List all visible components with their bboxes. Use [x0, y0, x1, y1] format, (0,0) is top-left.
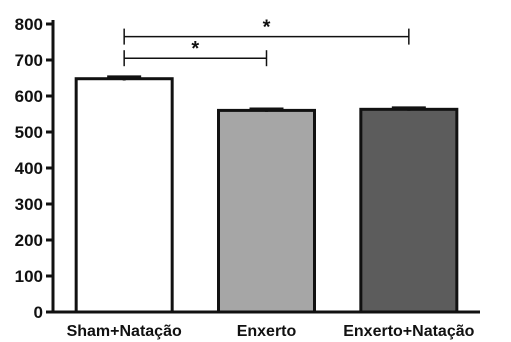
significance-brackets: **	[123, 17, 410, 67]
y-tick-label: 100	[15, 267, 43, 286]
y-tick-label: 0	[34, 303, 43, 322]
significance-label: *	[191, 38, 199, 60]
y-tick-label: 800	[15, 15, 43, 34]
x-category-label: Enxerto+Natação	[343, 323, 474, 340]
y-tick-label: 500	[15, 123, 43, 142]
significance-label: *	[263, 17, 271, 39]
y-tick-label: 300	[15, 195, 43, 214]
x-axis-labels: Sham+Natação Enxerto Enxerto+Natação	[67, 323, 475, 340]
x-category-label: Sham+Natação	[67, 323, 182, 340]
y-tick-label: 700	[15, 51, 43, 70]
y-axis-ticks: 0 100 200 300 400 500 600 700 800	[15, 15, 53, 322]
y-tick-label: 400	[15, 159, 43, 178]
x-category-label: Enxerto	[237, 323, 297, 340]
bar	[217, 108, 316, 314]
bar	[359, 107, 459, 314]
bars	[74, 75, 459, 314]
bar	[74, 77, 174, 314]
y-tick-label: 200	[15, 231, 43, 250]
y-tick-label: 600	[15, 87, 43, 106]
